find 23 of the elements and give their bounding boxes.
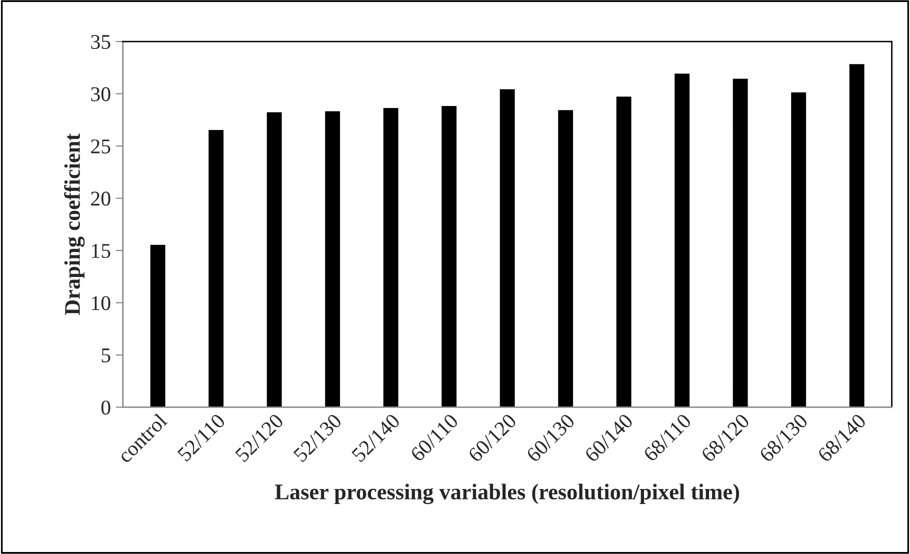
bar	[673, 72, 691, 408]
x-axis-title: Laser processing variables (resolution/pixel time)	[274, 484, 740, 504]
y-tick-label: 5	[102, 348, 110, 362]
y-tick-label: 0	[101, 400, 110, 415]
bar	[207, 128, 225, 408]
y-tick-label: 30	[91, 87, 110, 102]
bar	[498, 88, 516, 408]
bar	[265, 110, 284, 408]
bar	[614, 95, 633, 408]
y-tick-label: 20	[91, 192, 110, 206]
bar	[324, 110, 342, 408]
y-tick-label: 25	[91, 139, 110, 154]
bar	[148, 244, 167, 408]
y-tick-label: 35	[91, 34, 110, 49]
bar	[848, 62, 866, 408]
bar	[790, 91, 808, 408]
bar	[731, 77, 750, 408]
bar	[382, 106, 400, 408]
bar	[556, 108, 574, 408]
y-axis-title: Draping coefficient	[64, 133, 85, 316]
y-tick-label: 10	[92, 296, 110, 310]
bar	[440, 104, 458, 408]
y-tick-label: 15	[92, 244, 110, 258]
